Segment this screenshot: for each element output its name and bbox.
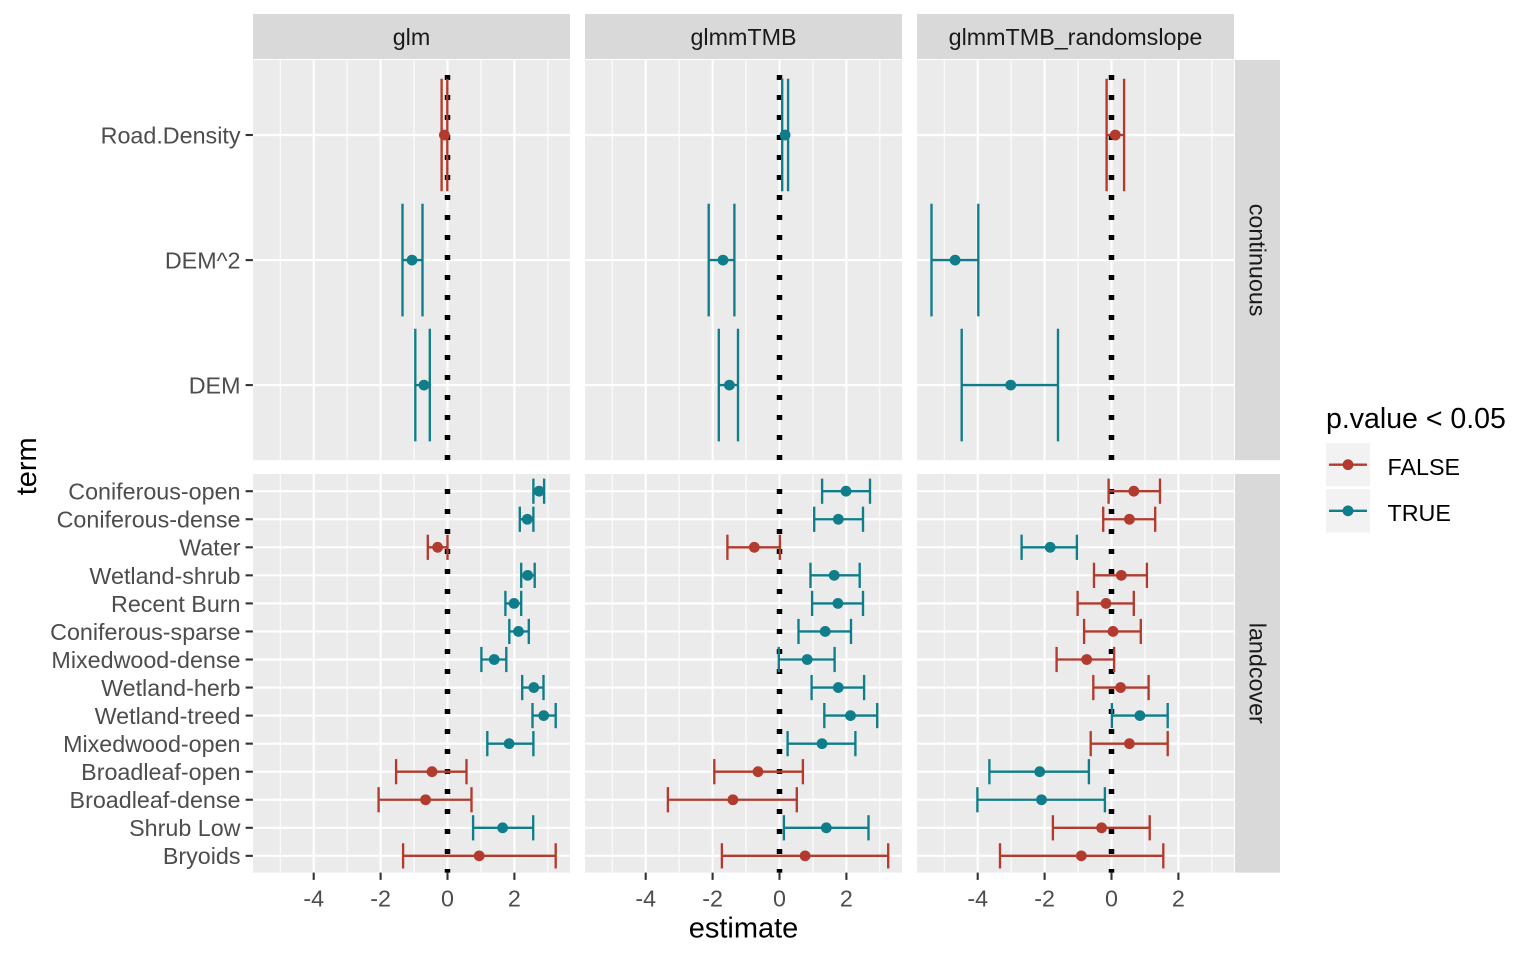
svg-text:TRUE: TRUE [1388,500,1451,526]
svg-text:Recent Burn: Recent Burn [111,591,241,617]
svg-text:Mixedwood-open: Mixedwood-open [63,731,240,757]
svg-text:DEM: DEM [189,373,241,399]
svg-text:Wetland-treed: Wetland-treed [95,703,241,729]
svg-text:glmmTMB: glmmTMB [690,24,796,50]
svg-text:2: 2 [840,885,853,911]
svg-text:Bryoids: Bryoids [163,843,241,869]
svg-text:Coniferous-dense: Coniferous-dense [57,507,241,533]
svg-text:2: 2 [508,885,521,911]
svg-text:-4: -4 [303,885,324,911]
svg-text:term: term [11,437,43,495]
svg-text:estimate: estimate [689,912,799,944]
svg-text:0: 0 [1105,885,1118,911]
svg-text:0: 0 [441,885,454,911]
svg-text:-4: -4 [635,885,656,911]
svg-text:Coniferous-open: Coniferous-open [68,479,240,505]
svg-text:-2: -2 [702,885,723,911]
svg-text:Shrub Low: Shrub Low [129,815,241,841]
svg-text:p.value < 0.05: p.value < 0.05 [1326,403,1506,435]
svg-text:Mixedwood-dense: Mixedwood-dense [51,647,240,673]
svg-text:Wetland-shrub: Wetland-shrub [89,563,240,589]
svg-text:-2: -2 [370,885,391,911]
svg-text:-2: -2 [1034,885,1055,911]
svg-text:Road.Density: Road.Density [101,122,241,148]
svg-text:Wetland-herb: Wetland-herb [101,675,240,701]
svg-text:2: 2 [1172,885,1185,911]
svg-text:-4: -4 [967,885,988,911]
svg-text:Broadleaf-open: Broadleaf-open [81,759,240,785]
svg-text:continuous: continuous [1245,204,1271,317]
svg-text:Coniferous-sparse: Coniferous-sparse [50,619,240,645]
svg-text:0: 0 [773,885,786,911]
svg-text:Broadleaf-dense: Broadleaf-dense [70,787,241,813]
svg-text:Water: Water [179,535,241,561]
svg-text:landcover: landcover [1245,623,1271,724]
svg-text:glm: glm [393,24,431,50]
svg-text:glmmTMB_randomslope: glmmTMB_randomslope [949,24,1203,50]
svg-text:DEM^2: DEM^2 [165,248,241,274]
svg-text:FALSE: FALSE [1388,454,1461,480]
